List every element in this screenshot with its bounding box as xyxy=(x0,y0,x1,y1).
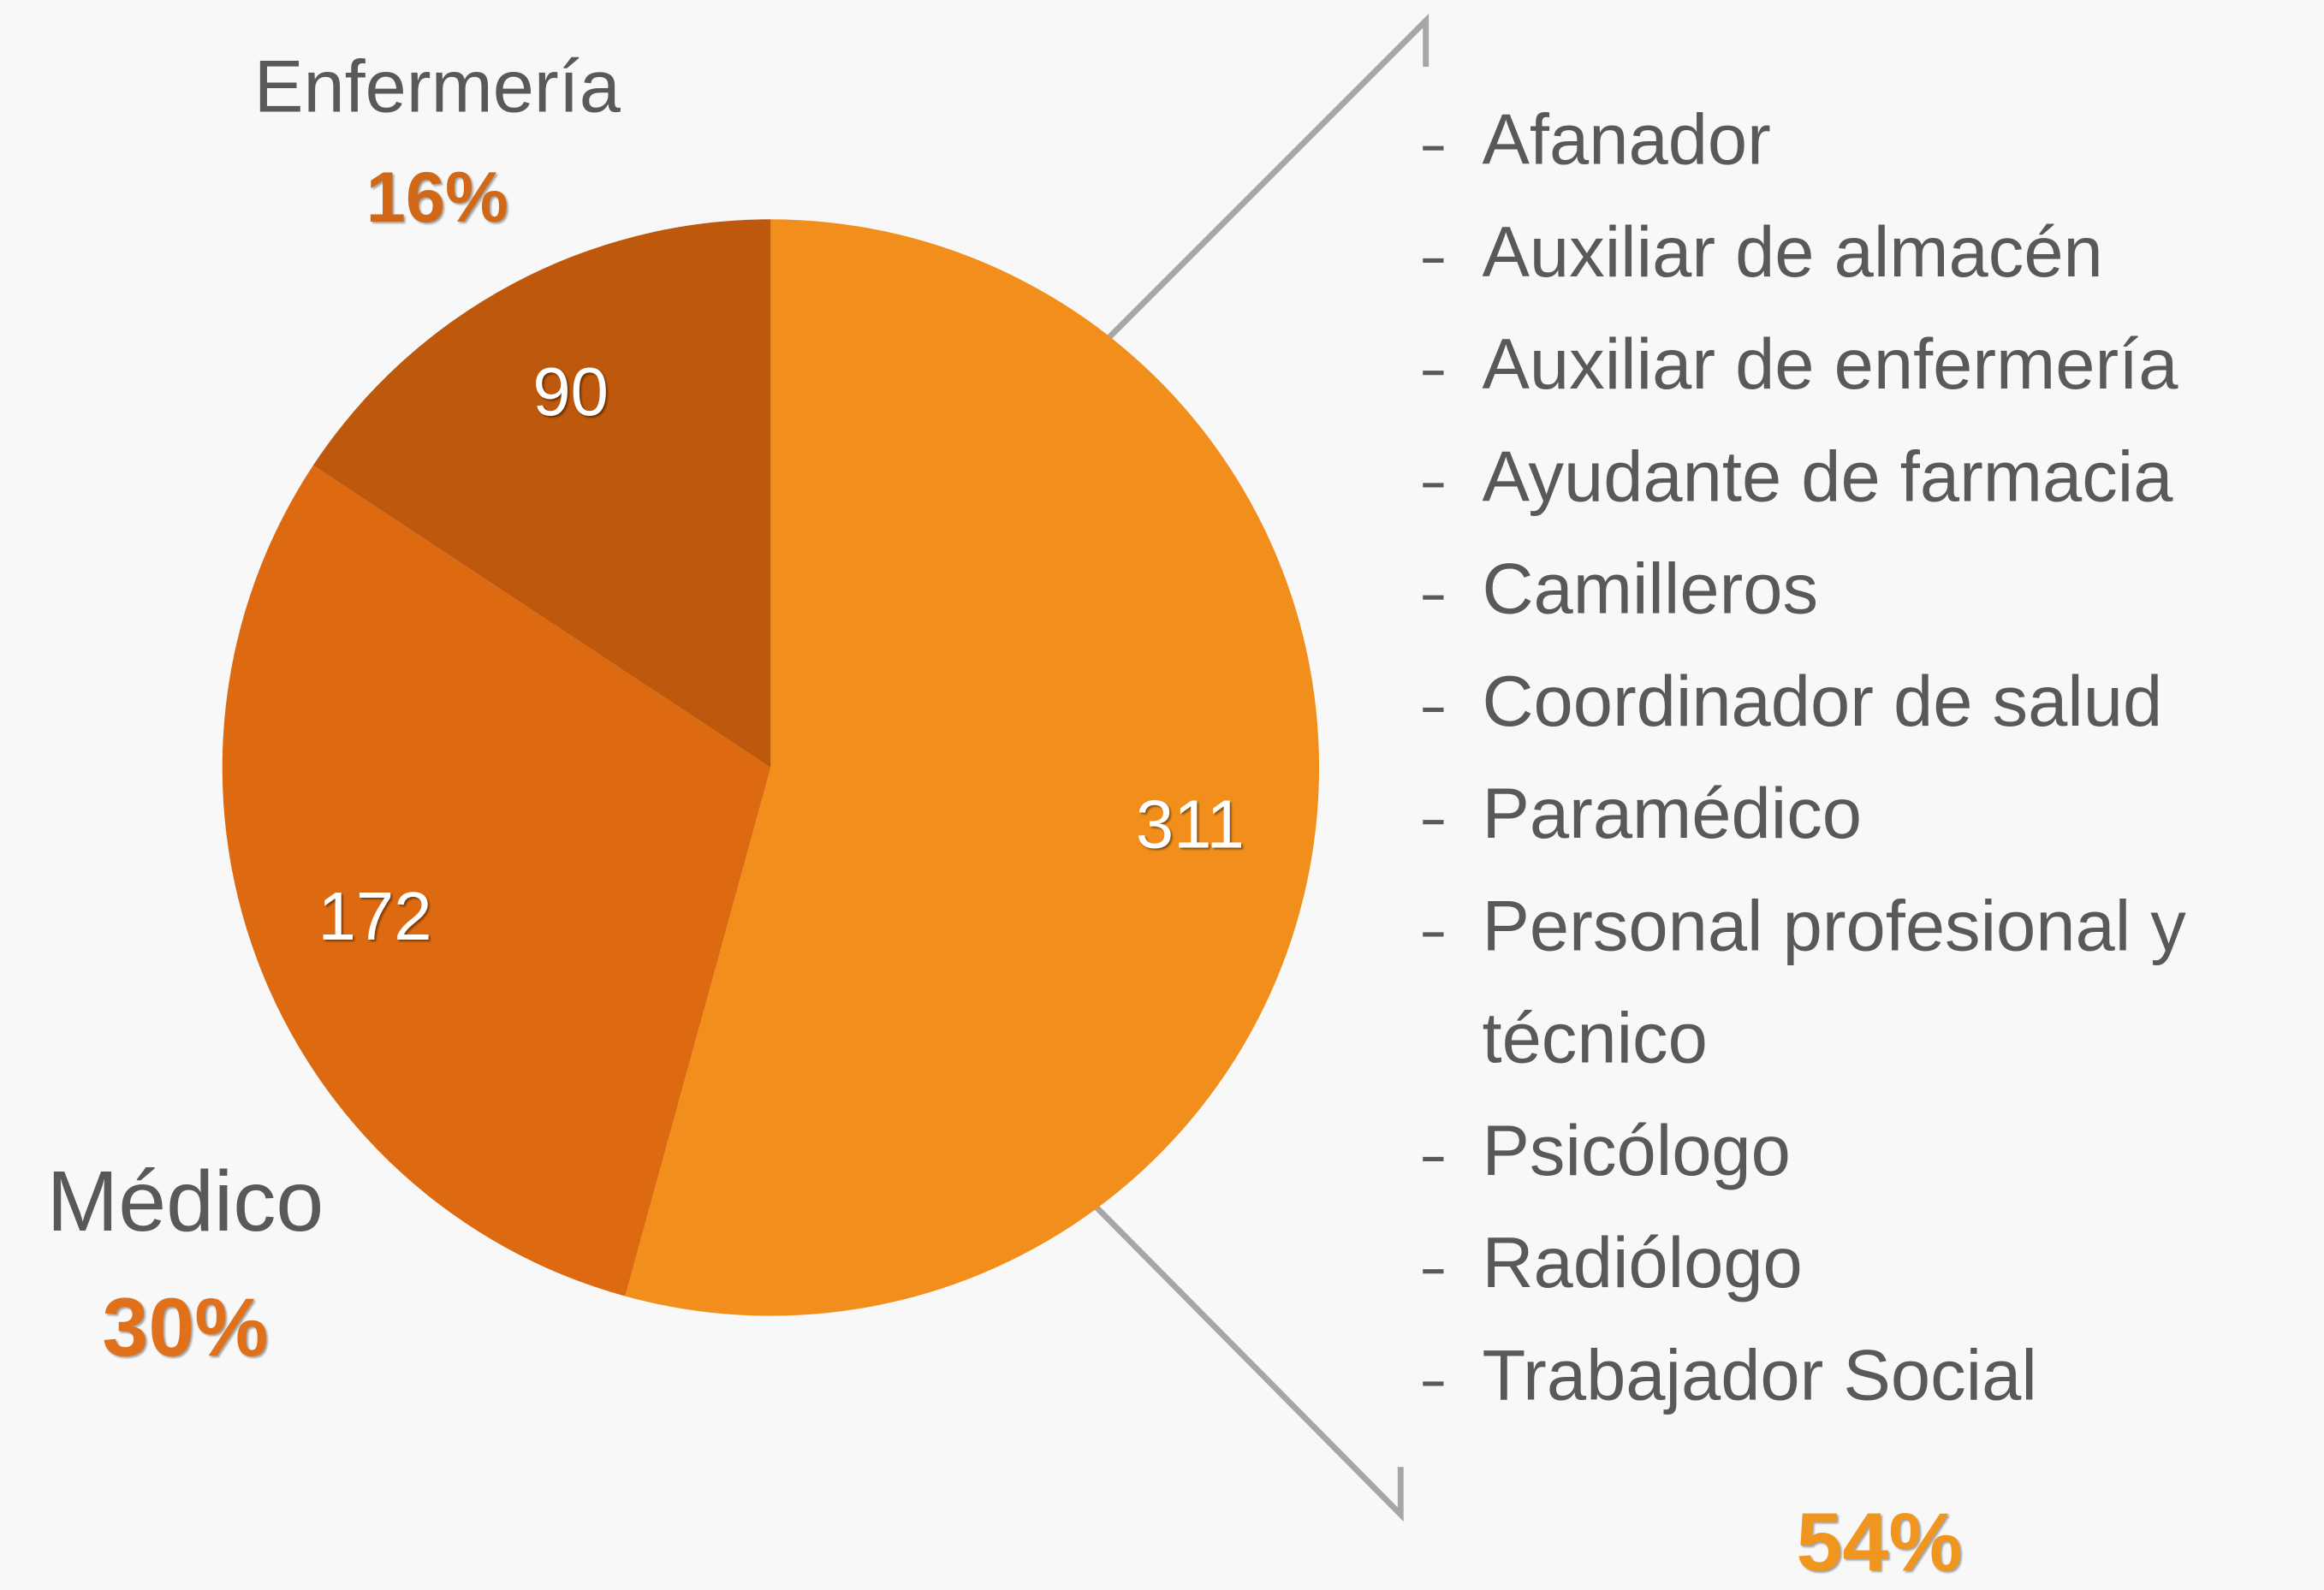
list-item: Afanador xyxy=(1483,100,1771,180)
list-item: Psicólogo xyxy=(1483,1111,1791,1190)
list-item: Radiólogo xyxy=(1483,1223,1803,1302)
category-label: Médico xyxy=(47,1154,324,1249)
value-label: 172 xyxy=(318,878,432,954)
percentage-label: 30% xyxy=(102,1280,268,1373)
list-item: Ayudante de farmacia xyxy=(1483,436,2174,516)
bracket-top xyxy=(1106,13,1429,341)
list-item: Auxiliar de enfermería xyxy=(1483,324,2179,404)
pie-slice xyxy=(222,465,771,1296)
value-label: 311 xyxy=(1136,786,1245,863)
category-label: Enfermería xyxy=(254,45,621,128)
list-item: Camilleros xyxy=(1483,549,1819,629)
list-item: Personal profesional y técnico xyxy=(1483,886,2187,1077)
percentage-label: 16% xyxy=(366,157,508,237)
percentage-label: 54% xyxy=(1797,1495,1963,1588)
list-item: Coordinador de salud xyxy=(1483,662,2163,741)
value-label: 90 xyxy=(532,353,609,430)
pie-slice xyxy=(312,219,771,768)
list-item: Paramédico xyxy=(1483,774,1862,853)
pie-slice xyxy=(625,219,1320,1316)
list-item: Auxiliar de almacén xyxy=(1483,212,2103,292)
list-item: Trabajador Social xyxy=(1483,1335,2037,1415)
bracket-bottom xyxy=(1094,1205,1404,1522)
